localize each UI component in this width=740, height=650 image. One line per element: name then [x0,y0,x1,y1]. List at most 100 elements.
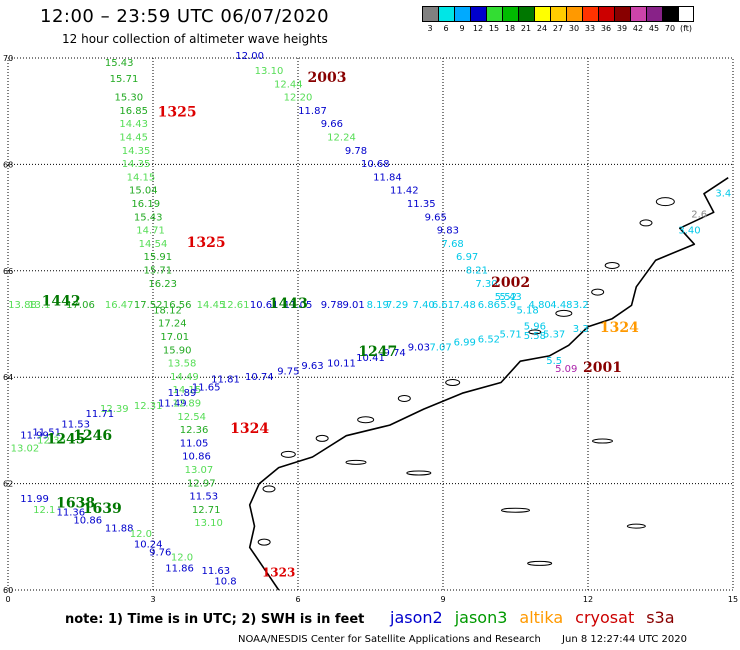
wave-height-point: 15.04 [129,186,158,197]
legend-label: 24 [536,24,548,33]
island-outline [345,459,367,465]
wave-height-point: 5.52 [495,292,517,303]
wave-height-point: 11.51 [32,428,61,439]
wave-height-point: 10.68 [361,159,390,170]
wave-height-point: 15.43 [105,58,134,69]
wave-height-point: 5.09 [555,364,577,375]
wave-height-point: 12.71 [192,505,221,516]
legend-label: 18 [504,24,516,33]
wave-height-point: 12.54 [177,412,206,423]
wave-height-point: 9.78 [321,300,343,311]
wave-height-point: 6.99 [454,337,476,348]
island-outline [655,197,675,207]
wave-height-point: 3.40 [678,226,700,237]
wave-height-point: 10.86 [73,516,102,527]
island-outline [501,507,530,513]
legend-label: 21 [520,24,532,33]
wave-height-point: 5.71 [500,329,522,340]
wave-height-point: 16.19 [131,199,160,210]
legend-label: 9 [459,24,465,33]
island-outline [639,219,653,227]
wave-height-point: 18.12 [153,305,182,316]
island-outline [357,416,375,424]
island-outline [315,434,329,442]
wave-height-point: 9.76 [149,547,171,558]
island-outline [604,261,620,269]
legend-swatch [615,7,631,21]
island-outline [527,560,553,566]
track-pass-label: 1442 [42,293,81,309]
wave-height-point: 9.03 [408,343,430,354]
island-outline [406,470,432,476]
wave-height-point: 9.74 [384,348,406,359]
satellite-s3a: s3a [646,608,675,627]
wave-height-point: 9.01 [342,300,364,311]
legend-swatch [551,7,567,21]
wave-height-point: 11.86 [165,563,194,574]
legend-swatch [663,7,679,21]
wave-height-point: 15.71 [110,74,139,85]
wave-height-point: 10.24 [134,539,163,550]
wave-height-point: 9.63 [301,361,323,372]
wave-height-point: 13.1 [28,300,50,311]
note-text: note: 1) Time is in UTC; 2) SWH is in fe… [65,612,365,627]
wave-height-point: 11.53 [61,420,90,431]
wave-height-point: 12.0 [130,529,152,540]
legend-swatch [455,7,471,21]
legend-label: 12 [472,24,484,33]
legend-swatch [583,7,599,21]
wave-height-point: 11.05 [180,438,209,449]
wave-height-point: 14.71 [136,226,165,237]
credit-line: NOAA/NESDIS Center for Satellite Applica… [238,634,705,645]
wave-height-point: 13.10 [194,518,223,529]
wave-height-point: 14.43 [119,119,148,130]
wave-height-point: 9.78 [345,146,367,157]
legend-swatch [519,7,535,21]
island-outline [262,485,276,493]
wave-height-point: 8.21 [466,265,488,276]
lat-tick-label: 60 [3,586,13,595]
track-pass-label: 2002 [491,275,530,291]
legend-color-bar [422,6,694,22]
wave-height-point: 13.07 [185,465,214,476]
track-pass-label: 1323 [262,566,295,580]
legend-label: 27 [552,24,564,33]
wave-height-point: 11.49 [158,398,187,409]
legend-swatch [439,7,455,21]
wave-height-point: 17.06 [66,300,95,311]
wave-height-point: 5.18 [516,305,538,316]
island-outline [257,538,271,546]
track-pass-label: 2003 [308,70,347,86]
coastline [248,177,729,591]
satellite-jason3: jason3 [454,608,508,627]
generation-timestamp: Jun 8 12:27:44 UTC 2020 [562,634,687,645]
legend-label: 3 [427,24,433,33]
island-outline [591,288,605,296]
wave-height-point: 15.71 [144,265,173,276]
wave-height-point: 13.10 [255,66,284,77]
wave-height-point: 11.36 [57,508,86,519]
wave-height-point: 14.15 [173,385,202,396]
legend-label: 33 [584,24,596,33]
wave-height-point: 9.75 [277,367,299,378]
wave-height-point: 5.9 [500,300,516,311]
wave-height-point: 11.05 [284,300,313,311]
wave-height-point: 10.11 [327,359,356,370]
island-outline [555,309,573,317]
wave-height-point: 13.02 [11,444,40,455]
track-pass-label: 1443 [269,296,308,312]
map-title: 12:00 – 23:59 UTC 06/07/2020 [40,6,330,27]
wave-height-point: 15.43 [134,212,163,223]
wave-height-point: 11.65 [192,383,221,394]
wave-height-point: 12.36 [37,436,66,447]
legend-swatch [423,7,439,21]
legend-swatch [567,7,583,21]
legend-label: 36 [600,24,612,33]
wave-height-point: 11.81 [211,375,240,386]
wave-height-point: 7.29 [386,300,408,311]
wave-height-point: 17.52 [134,300,163,311]
satellite-jason2: jason2 [390,608,443,627]
wave-height-point: 16.23 [148,279,177,290]
wave-height-point: 5.37 [543,329,565,340]
track-pass-label: 1247 [358,344,397,360]
